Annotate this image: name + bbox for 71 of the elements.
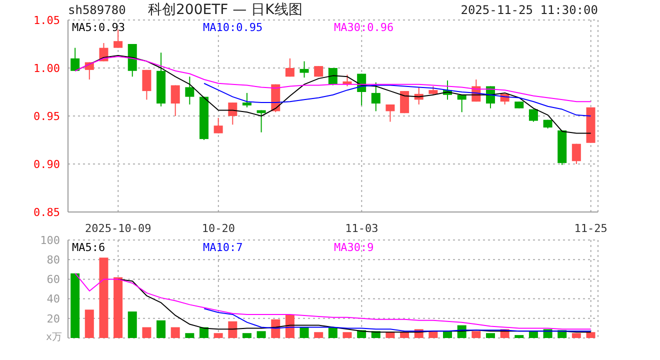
- candlestick: [242, 92, 252, 108]
- text: MA5:6: [72, 241, 106, 254]
- candlestick: [400, 90, 410, 114]
- bar: [70, 273, 80, 338]
- candlestick: [300, 60, 309, 78]
- candlestick: [328, 68, 338, 86]
- x-tick-label: 10-20: [202, 222, 235, 235]
- x-tick-label: 11-03: [345, 222, 378, 235]
- bar: [386, 332, 395, 338]
- candlestick: [386, 104, 395, 122]
- candlestick: [70, 47, 80, 72]
- chart-title: 科创200ETF — 日K线图: [148, 1, 302, 19]
- text: MA10:7: [203, 241, 244, 254]
- x-tick-label: 11-25: [574, 222, 608, 235]
- y-tick-label: 60: [46, 273, 60, 286]
- y-tick-label: 100: [40, 234, 60, 247]
- bar: [342, 332, 352, 338]
- bar: [156, 320, 166, 338]
- candlestick: [528, 108, 538, 122]
- y-tick-label: 0.90: [34, 158, 60, 171]
- bar: [328, 327, 338, 338]
- bar: [142, 327, 152, 338]
- bar: [185, 333, 194, 338]
- candlestick: [228, 102, 238, 126]
- bar: [486, 333, 495, 338]
- bar: [199, 327, 208, 338]
- y-tick-label: 1.05: [34, 14, 60, 27]
- bar: [114, 277, 123, 338]
- candlestick: [256, 110, 266, 133]
- bar: [514, 335, 524, 338]
- bar: [242, 333, 252, 338]
- candlestick: [214, 117, 223, 134]
- y-tick-label: 40: [46, 292, 60, 306]
- bar: [443, 331, 452, 338]
- bar: [428, 331, 438, 338]
- y-tick-label: 0.85: [34, 206, 60, 219]
- candlestick: [285, 58, 294, 78]
- bar: [300, 327, 309, 338]
- bar: [314, 332, 324, 338]
- line-series: [204, 308, 592, 332]
- bar: [572, 333, 581, 338]
- bar: [586, 332, 596, 338]
- bar: [256, 331, 266, 338]
- text: sh589780: [68, 3, 126, 17]
- y-tick-label: 1.00: [34, 62, 60, 75]
- x-tick-label: 2025-10-09: [85, 222, 152, 235]
- y-tick-label: 80: [46, 254, 60, 267]
- text: MA30:9: [334, 241, 375, 254]
- y-tick-label: 20: [46, 312, 60, 326]
- text: 2025-11-25 11:30:00: [460, 3, 598, 17]
- candlestick: [371, 82, 380, 112]
- y-axis-title: x万: [46, 332, 62, 343]
- text: MA10:0.95: [203, 21, 264, 34]
- text: MA5:0.93: [72, 21, 126, 34]
- bar: [271, 319, 280, 338]
- bar: [84, 310, 94, 338]
- bar: [472, 331, 481, 338]
- candlestick: [170, 84, 180, 116]
- text: MA30:0.96: [334, 21, 395, 34]
- line-series: [74, 272, 592, 330]
- bar: [170, 327, 180, 338]
- bar: [99, 258, 108, 338]
- candlestick: [185, 76, 194, 105]
- bar: [528, 331, 538, 338]
- bar: [228, 321, 238, 338]
- candlestick: [142, 69, 152, 100]
- y-tick-label: 0.95: [34, 110, 60, 123]
- candlestick: [572, 143, 581, 164]
- bar: [214, 333, 223, 338]
- bar: [400, 332, 410, 338]
- bar: [128, 312, 137, 338]
